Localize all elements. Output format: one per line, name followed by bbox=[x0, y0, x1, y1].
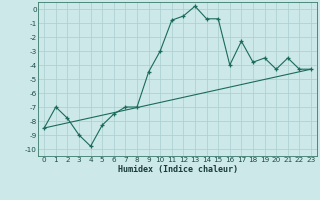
X-axis label: Humidex (Indice chaleur): Humidex (Indice chaleur) bbox=[118, 165, 238, 174]
